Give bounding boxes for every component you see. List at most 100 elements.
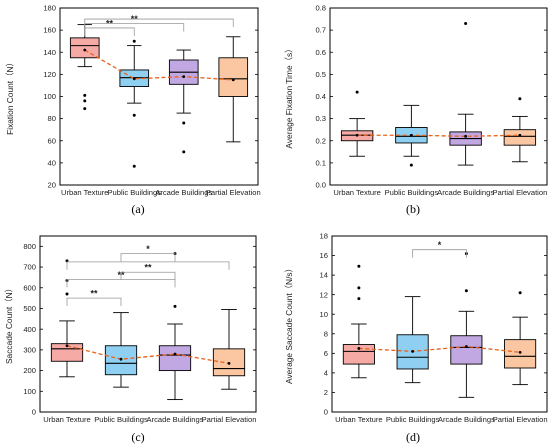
panel-c-ytick-label: 700 — [23, 263, 36, 272]
panel-d-significance-bracket — [412, 249, 467, 258]
panel-c-box-arcade-buildings — [158, 252, 192, 401]
panel-b-box-partial-elevation — [503, 97, 537, 163]
panel-a-box-public-buildings-outlier — [132, 39, 136, 43]
panel-b-ytick-label: 0.4 — [315, 92, 326, 101]
panel-a-mean-point — [182, 75, 186, 78]
panel-a-box-urban-texture-iqr — [69, 37, 100, 59]
panel-b-box-urban-texture-outlier — [355, 90, 359, 94]
panel-b-mean-point — [409, 133, 413, 137]
panel-a-significance-bracket — [84, 23, 185, 32]
panel-c-ytick-label: 800 — [23, 242, 36, 251]
panel-a-box-urban-texture-outlier — [83, 107, 87, 111]
panel-d-ytick-label: 16 — [320, 251, 328, 260]
panel-c-significance-bracket — [120, 253, 176, 262]
panel-c-ytick-label: 100 — [23, 387, 36, 396]
panel-c-ytick-label: 400 — [23, 325, 36, 334]
panel-c-significance-bracket — [66, 261, 230, 270]
panel-a-box-arcade-buildings — [168, 49, 199, 154]
panel-a-box-partial-elevation — [218, 36, 249, 143]
panel-c-ytick-label: 0 — [32, 408, 36, 417]
panel-a-box-arcade-buildings-outlier — [182, 121, 186, 125]
panel-d-box-partial-elevation-iqr — [504, 339, 537, 369]
panel-d-mean-line — [358, 345, 521, 354]
panel-d-ytick-label: 14 — [320, 271, 328, 280]
panel-a: 20 40 60 80 100 120 140 160 180 Fixation Count（N）… — [5, 4, 261, 216]
panel-d-box-arcade-buildings-outlier — [464, 289, 468, 293]
panel-d-frame — [331, 235, 548, 413]
panel-c-ytick-label: 600 — [23, 283, 36, 292]
panel-b-ytick-label: 0.5 — [315, 70, 326, 79]
panel-d-mean-point — [518, 350, 522, 354]
panel-d-ytick-label: 18 — [320, 232, 328, 241]
panel-d-ytick-label: 4 — [324, 368, 328, 377]
panel-a-ylabel: Fixation Count（N） — [5, 58, 15, 135]
panel-a-mean-point — [83, 48, 87, 52]
panel-d-box-urban-texture-outlier — [357, 264, 361, 268]
panel-c-frame — [39, 235, 257, 413]
panel-a-ytick-label: 140 — [43, 48, 56, 57]
panel-c-label: (c) — [131, 430, 144, 444]
panel-c: 0 100 200 300 400 500 600 700 800 Saccade Count（N… — [4, 235, 257, 444]
panel-d-box-partial-elevation — [504, 291, 537, 386]
panel-a-box-public-buildings-outlier — [132, 113, 136, 117]
panel-b-category-label: Partial Elevation — [492, 188, 547, 197]
panel-d-ytick-label: 10 — [320, 310, 328, 319]
panel-a-ytick-label: 20 — [48, 181, 56, 190]
panel-d-mean-point — [411, 349, 415, 353]
panel-c-mean-point — [227, 361, 231, 365]
panel-d-significance-label: * — [438, 240, 442, 250]
panel-a-label: (a) — [131, 202, 144, 216]
panel-d-box-partial-elevation-outlier — [518, 291, 522, 295]
panel-d-category-label: Urban Texture — [335, 415, 383, 424]
panel-d-category-label: Partial Elevation — [493, 415, 548, 424]
panel-d-category-label: Public Buildings — [386, 415, 440, 424]
panel-c-significance-label: * — [146, 244, 150, 254]
panel-b-ytick-label: 0.3 — [315, 114, 326, 123]
panel-b-category-label: Arcade Buildings — [437, 188, 494, 197]
panel-b-box-partial-elevation-outlier — [518, 97, 522, 101]
panel-c-mean-point — [65, 344, 69, 348]
panel-c-box-partial-elevation — [212, 309, 246, 390]
panel-d: 0 2 4 6 8 10 12 14 16 18 Average Saccade Count（N/s… — [284, 232, 548, 444]
panel-b-box-public-buildings-outlier — [409, 163, 413, 167]
panel-b-frame — [329, 7, 548, 186]
panel-a-category-label: Arcade Buildings — [155, 188, 212, 197]
panel-b-ytick-label: 0.2 — [315, 136, 326, 145]
panel-c-box-urban-texture — [50, 259, 84, 378]
panel-c-box-arcade-buildings-outlier — [173, 304, 177, 308]
panel-b-ytick-label: 0.1 — [315, 158, 326, 167]
panel-d-ytick-label: 8 — [324, 329, 328, 338]
panel-b-ytick-label: 0.0 — [315, 181, 326, 190]
panel-a-ytick-label: 120 — [43, 70, 56, 79]
panel-a-box-urban-texture-outlier — [83, 93, 87, 97]
panel-a-category-label: Public Buildings — [107, 188, 161, 197]
panel-b-category-label: Urban Texture — [333, 188, 381, 197]
panel-d-label: (d) — [406, 430, 420, 444]
panel-c-category-label: Public Buildings — [94, 415, 148, 424]
panel-a-box-public-buildings-outlier — [132, 164, 136, 168]
panel-d-mean-point — [464, 345, 468, 348]
panel-c-category-label: Arcade Buildings — [147, 415, 204, 424]
panel-a-box-urban-texture — [69, 24, 100, 111]
panel-a-ytick-label: 180 — [43, 4, 56, 13]
panel-a-ytick-label: 60 — [48, 136, 56, 145]
panel-c-category-label: Partial Elevation — [202, 415, 257, 424]
panel-b-ytick-label: 0.6 — [315, 48, 326, 57]
panel-a-box-public-buildings — [119, 39, 150, 168]
panel-c-mean-point — [173, 352, 177, 356]
panel-c-mean-line — [66, 345, 230, 364]
panel-a-box-partial-elevation-iqr — [218, 57, 249, 97]
panel-b: 0.0 0.1 0.2 0.3 0.4 0.5 0.6 0.7 0.8 Average Fixat… — [284, 4, 548, 216]
panel-c-significance-label: ** — [90, 289, 98, 299]
panel-b-mean-point — [518, 133, 522, 137]
panel-d-box-urban-texture-outlier — [357, 297, 361, 301]
panel-b-category-label: Public Buildings — [385, 188, 439, 197]
panel-c-ytick-label: 500 — [23, 304, 36, 313]
panel-c-significance-bracket — [66, 279, 176, 288]
panel-a-category-label: Partial Elevation — [206, 188, 261, 197]
panel-b-mean-point — [464, 134, 468, 138]
panel-d-ytick-label: 0 — [324, 408, 328, 417]
panel-b-box-arcade-buildings-outlier — [464, 21, 468, 25]
panel-a-ytick-label: 80 — [48, 114, 56, 123]
